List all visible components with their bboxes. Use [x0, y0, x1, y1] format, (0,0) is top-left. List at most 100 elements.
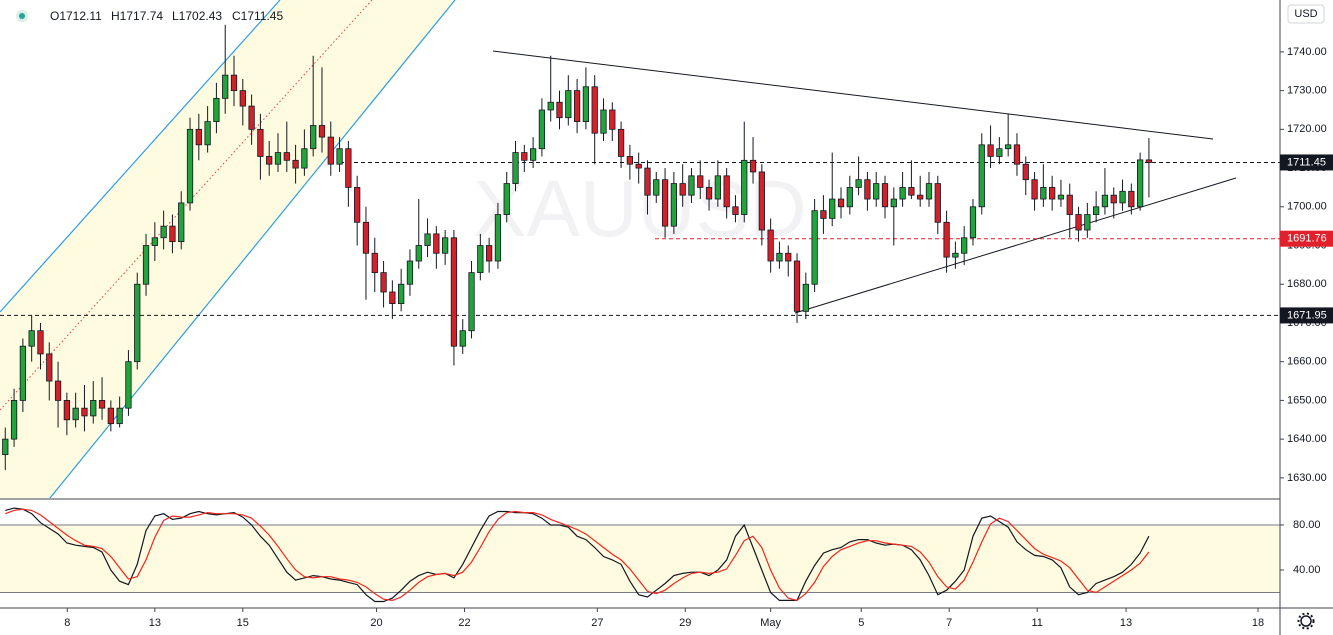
price-level-label: 1711.45	[1287, 156, 1326, 168]
candle-body	[934, 183, 941, 223]
candle-body	[222, 74, 229, 99]
y-tick-label: 1720.00	[1287, 123, 1327, 135]
y-tick-label: 1730.00	[1287, 85, 1327, 97]
candle-body	[450, 237, 458, 347]
candle-body	[10, 400, 18, 440]
candle-body	[925, 183, 933, 200]
candle-body	[547, 101, 554, 111]
candle-body	[1101, 194, 1109, 208]
currency-button[interactable]	[1287, 4, 1325, 24]
watermark: XAUUSD	[473, 164, 806, 253]
candle-body	[749, 159, 757, 173]
status-dot	[19, 13, 25, 19]
price-level-box	[1280, 154, 1333, 171]
candle-body	[230, 74, 238, 92]
candle-body	[688, 175, 695, 196]
candle-body	[943, 221, 950, 258]
candle-body	[820, 210, 827, 219]
ohlc-close: C1711.45	[232, 9, 283, 23]
x-tick-label: 11	[1031, 617, 1042, 629]
y-tick-label: 1660.00	[1287, 356, 1327, 368]
candle-body	[741, 159, 748, 215]
candle-body	[195, 128, 202, 146]
x-tick-label: 18	[1252, 617, 1264, 629]
channel-mid	[0, 0, 373, 411]
candle-body	[679, 183, 686, 196]
x-tick-label: 20	[370, 617, 382, 629]
candle-body	[345, 148, 352, 188]
candle-body	[837, 198, 845, 208]
settings-teeth	[1297, 612, 1315, 630]
x-tick-label: 15	[237, 617, 249, 629]
candle-body	[485, 245, 493, 262]
candle-body	[961, 237, 968, 254]
candle-body	[371, 252, 378, 274]
candle-body	[697, 175, 704, 188]
settings-icon[interactable]	[1297, 612, 1315, 630]
candle-body	[758, 171, 765, 231]
candle-body	[442, 237, 449, 254]
candle-body	[266, 156, 273, 165]
candle-body	[283, 152, 290, 161]
candle-body	[213, 97, 220, 122]
candle-body	[890, 198, 897, 208]
y-tick-label: 1630.00	[1287, 472, 1327, 484]
candle-body	[917, 194, 924, 200]
candle-body	[134, 283, 141, 363]
candle-body	[705, 187, 713, 200]
candle-body	[635, 163, 642, 169]
candle-body	[90, 400, 97, 417]
x-tick-label: 22	[458, 617, 470, 629]
candle-body	[864, 179, 871, 200]
candle-body	[723, 175, 730, 208]
price-level-box	[1280, 307, 1333, 324]
candle-body	[468, 272, 475, 332]
candle-body	[336, 148, 343, 165]
candle-body	[617, 128, 625, 157]
candle-body	[1084, 214, 1091, 231]
x-tick-label: 13	[1120, 617, 1132, 629]
price-level-label: 1691.76	[1287, 233, 1327, 245]
candle-body	[81, 407, 88, 417]
candle-body	[609, 109, 616, 130]
x-tick-label: 13	[149, 617, 161, 629]
candle-body	[310, 125, 317, 150]
x-tick-label: 27	[591, 617, 603, 629]
candle-body	[301, 148, 308, 169]
candle-body	[362, 221, 370, 254]
candle-body	[785, 252, 792, 262]
candle-body	[644, 167, 651, 196]
channel-drawing	[0, 0, 456, 498]
candle-body	[855, 179, 862, 188]
candle-body	[670, 183, 677, 227]
candle-body	[28, 330, 35, 347]
y-tick-label: 1680.00	[1287, 278, 1327, 290]
candle-body	[142, 245, 150, 285]
candle-body	[178, 202, 185, 243]
candle-body	[1145, 159, 1153, 163]
channel-fill	[0, 0, 455, 498]
stoch-y-tick-label: 40.00	[1293, 564, 1321, 576]
candle-body	[776, 252, 783, 262]
candle-body	[987, 144, 994, 157]
candle-body	[1128, 190, 1135, 208]
price-level-label: 1671.95	[1287, 309, 1327, 321]
candle-body	[899, 187, 906, 200]
candle-body	[626, 156, 634, 165]
candle-body	[512, 152, 519, 184]
candle-body	[969, 206, 977, 239]
candle-body	[433, 233, 440, 254]
candle-body	[477, 245, 484, 274]
candle-body	[318, 125, 326, 138]
candle-body	[881, 183, 889, 208]
candle-body	[19, 345, 26, 401]
candle-body	[389, 291, 396, 305]
candle-body	[846, 187, 853, 208]
candle-body	[714, 175, 721, 200]
candle-body	[63, 400, 70, 421]
candle-body	[732, 206, 739, 215]
candle-body	[873, 183, 880, 200]
candle-body	[996, 148, 1003, 157]
candle-body	[46, 353, 53, 382]
candle-body	[1066, 194, 1073, 215]
